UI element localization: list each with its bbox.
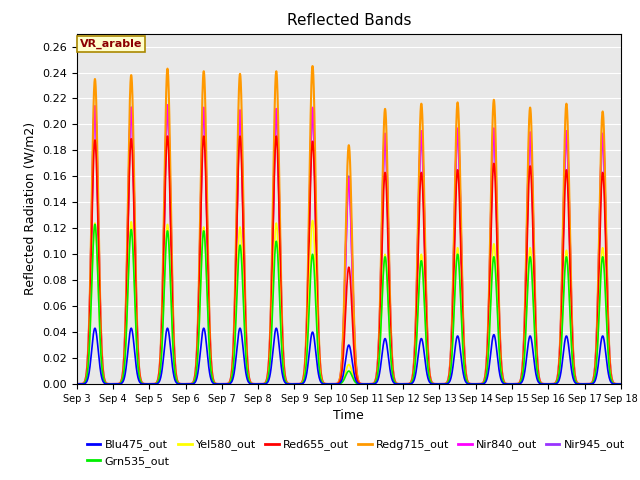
Nir945_out xyxy=(413,265,421,271)
Grn535_out xyxy=(617,381,625,387)
Blu475_out xyxy=(73,381,81,387)
Yel580_out xyxy=(413,318,421,324)
Blu475_out xyxy=(564,339,572,345)
Redg715_out xyxy=(564,136,572,142)
Redg715_out xyxy=(588,380,596,385)
Nir945_out xyxy=(567,273,575,278)
Nir840_out xyxy=(138,380,146,385)
Line: Blu475_out: Blu475_out xyxy=(77,328,621,384)
Redg715_out xyxy=(413,251,421,256)
Nir840_out xyxy=(564,159,572,165)
Nir840_out xyxy=(617,381,625,387)
Red655_out xyxy=(588,380,596,386)
Nir945_out xyxy=(91,103,99,109)
Yel580_out xyxy=(362,381,370,387)
Nir945_out xyxy=(588,380,596,385)
Red655_out xyxy=(138,380,146,386)
Line: Redg715_out: Redg715_out xyxy=(77,66,621,384)
Nir945_out xyxy=(617,381,625,387)
Grn535_out xyxy=(567,329,575,335)
Grn535_out xyxy=(282,378,289,384)
Blu475_out xyxy=(282,380,289,385)
Yel580_out xyxy=(588,380,596,386)
Blu475_out xyxy=(138,381,146,386)
Line: Yel580_out: Yel580_out xyxy=(77,220,621,384)
Nir945_out xyxy=(73,381,81,387)
Nir945_out xyxy=(282,375,289,381)
Line: Nir945_out: Nir945_out xyxy=(77,106,621,384)
Line: Grn535_out: Grn535_out xyxy=(77,224,621,384)
Nir945_out xyxy=(564,162,572,168)
Nir840_out xyxy=(164,102,172,108)
Yel580_out xyxy=(564,266,572,272)
Grn535_out xyxy=(138,381,146,386)
Nir840_out xyxy=(413,263,421,269)
Redg715_out xyxy=(73,381,81,387)
Red655_out xyxy=(164,133,172,139)
Line: Red655_out: Red655_out xyxy=(77,136,621,384)
Nir840_out xyxy=(567,271,575,277)
Nir840_out xyxy=(73,381,81,387)
Line: Nir840_out: Nir840_out xyxy=(77,105,621,384)
Red655_out xyxy=(73,381,81,387)
Red655_out xyxy=(567,288,575,294)
Yel580_out xyxy=(282,377,289,383)
Blu475_out xyxy=(588,381,596,387)
Grn535_out xyxy=(588,381,596,386)
Grn535_out xyxy=(73,381,81,387)
Yel580_out xyxy=(617,381,625,387)
Blu475_out xyxy=(617,381,625,387)
Redg715_out xyxy=(308,63,316,69)
Text: VR_arable: VR_arable xyxy=(79,39,142,49)
Blu475_out xyxy=(567,360,575,366)
Red655_out xyxy=(413,283,421,288)
Nir840_out xyxy=(282,375,289,381)
Title: Reflected Bands: Reflected Bands xyxy=(287,13,411,28)
Yel580_out xyxy=(73,381,81,387)
Nir840_out xyxy=(588,380,596,385)
Blu475_out xyxy=(91,325,99,331)
Redg715_out xyxy=(282,373,289,379)
Red655_out xyxy=(564,193,572,199)
Grn535_out xyxy=(91,221,99,227)
Grn535_out xyxy=(564,272,572,277)
Redg715_out xyxy=(567,260,575,265)
Grn535_out xyxy=(413,321,421,327)
Nir945_out xyxy=(138,380,146,386)
X-axis label: Time: Time xyxy=(333,409,364,422)
Yel580_out xyxy=(308,217,316,223)
Red655_out xyxy=(617,381,625,387)
Grn535_out xyxy=(362,381,370,387)
Redg715_out xyxy=(617,381,625,387)
Redg715_out xyxy=(138,380,146,385)
Yel580_out xyxy=(138,380,146,386)
Legend: Blu475_out, Grn535_out, Yel580_out, Red655_out, Redg715_out, Nir840_out, Nir945_: Blu475_out, Grn535_out, Yel580_out, Red6… xyxy=(83,435,630,471)
Blu475_out xyxy=(413,360,421,366)
Red655_out xyxy=(282,375,289,381)
Yel580_out xyxy=(567,326,575,332)
Y-axis label: Reflected Radiation (W/m2): Reflected Radiation (W/m2) xyxy=(24,122,36,295)
